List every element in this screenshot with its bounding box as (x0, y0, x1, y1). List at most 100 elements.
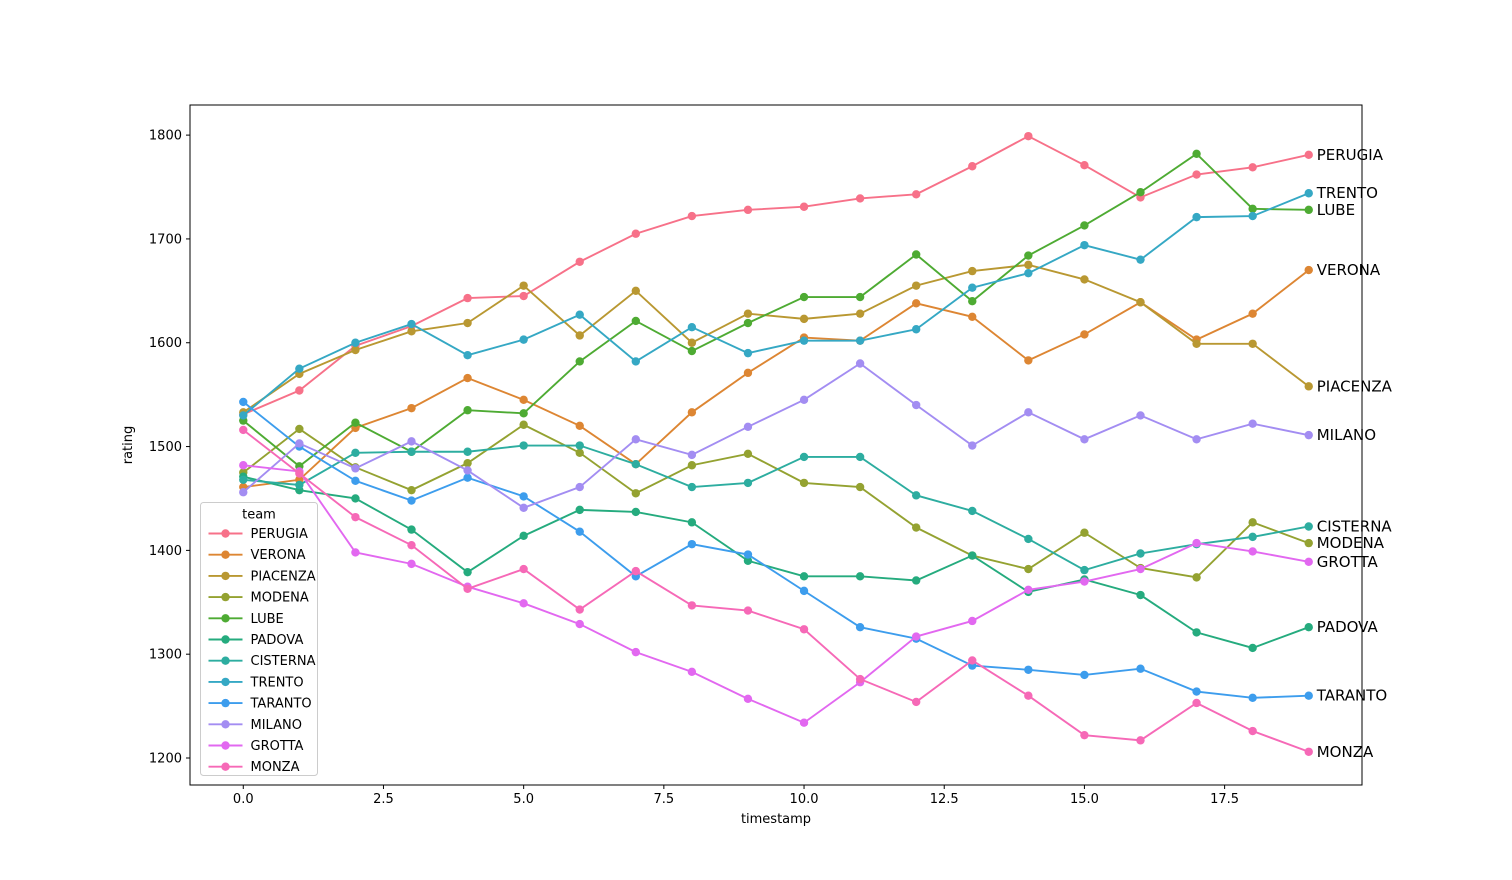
series-marker (519, 291, 528, 301)
series-marker (855, 292, 865, 302)
series-marker (351, 338, 360, 347)
series-marker (968, 283, 977, 292)
series-marker (1248, 163, 1257, 172)
legend-label: PADOVA (251, 633, 304, 648)
series-marker (1192, 212, 1201, 222)
legend-item-perugia: PERUGIA (208, 527, 308, 542)
series-marker (1024, 585, 1033, 595)
legend-label: LUBE (251, 612, 284, 627)
series-marker (575, 331, 584, 340)
series-marker (1304, 622, 1313, 632)
series-marker (1304, 691, 1313, 700)
series-marker (1136, 188, 1145, 197)
series-marker (1304, 430, 1313, 440)
series-marker (463, 567, 472, 577)
series-marker (687, 601, 697, 610)
series-marker (968, 162, 977, 171)
series-marker (463, 373, 472, 383)
series-marker (968, 312, 977, 321)
series-marker (799, 395, 809, 405)
series-marker (968, 656, 977, 665)
legend-swatch-marker (221, 677, 230, 687)
legend-swatch-marker (221, 571, 230, 581)
legend-label: MODENA (251, 591, 309, 606)
series-marker (295, 364, 304, 373)
series-marker (1192, 435, 1201, 444)
series-marker (463, 447, 472, 456)
plot-frame (189, 104, 1363, 786)
series-marker (687, 482, 697, 492)
series-marker (519, 503, 528, 513)
series-marker (799, 452, 809, 462)
series-marker (1080, 730, 1089, 740)
series-line-trento (242, 192, 1310, 417)
series-marker (575, 421, 584, 430)
legend-swatch-marker (221, 720, 230, 729)
series-marker (1024, 691, 1033, 700)
series-cisterna: CISTERNA (239, 441, 1393, 575)
end-label-cisterna: CISTERNA (1317, 517, 1393, 535)
end-label-piacenza: PIACENZA (1317, 377, 1393, 395)
legend-label: MILANO (251, 718, 302, 733)
series-marker (743, 348, 753, 358)
legend-item-padova: PADOVA (208, 633, 304, 648)
series-marker (575, 310, 584, 319)
series-marker (1136, 411, 1145, 420)
legend-item-monza: MONZA (208, 760, 300, 775)
series-marker (1080, 435, 1089, 444)
series-marker (463, 466, 472, 475)
series-marker (799, 292, 809, 302)
series-marker (855, 572, 865, 581)
end-label-trento: TRENTO (1316, 184, 1378, 202)
series-marker (1080, 330, 1089, 339)
series-marker (1248, 211, 1257, 221)
series-marker (519, 420, 528, 429)
series-marker (407, 540, 416, 550)
series-marker (519, 409, 528, 418)
series-marker (463, 318, 472, 328)
series-marker (1080, 528, 1089, 537)
series-marker (799, 478, 809, 488)
series-marker (239, 461, 248, 470)
series-marker (799, 336, 809, 345)
y-tick-label: 1500 (149, 440, 182, 455)
end-label-lube: LUBE (1317, 201, 1355, 219)
end-label-taranto: TARANTO (1316, 687, 1388, 705)
series-marker (968, 551, 977, 560)
series-marker (463, 406, 472, 415)
series-marker (855, 452, 865, 462)
series-line-monza (242, 429, 1310, 753)
series-marker (687, 667, 697, 677)
y-tick-label: 1600 (149, 336, 182, 351)
x-tick-label: 0.0 (233, 792, 254, 807)
series-marker (911, 632, 921, 641)
series-marker (1080, 240, 1089, 250)
series-marker (463, 584, 472, 593)
series-marker (575, 441, 584, 450)
series-marker (968, 506, 977, 516)
series-marker (1192, 573, 1201, 582)
series-marker (631, 286, 641, 296)
series-lube: LUBE (239, 149, 1355, 471)
series-marker (1304, 189, 1313, 198)
series-marker (1024, 268, 1033, 278)
series-marker (1080, 221, 1089, 230)
x-axis-label: timestamp (741, 812, 811, 827)
series-marker (1024, 251, 1033, 260)
series-marker (1024, 408, 1033, 417)
legend-item-lube: LUBE (208, 612, 284, 627)
y-tick-label: 1300 (149, 648, 182, 663)
series-perugia: PERUGIA (239, 131, 1384, 419)
x-tick-label: 7.5 (654, 792, 675, 807)
series-marker (1192, 628, 1201, 637)
series-marker (295, 469, 304, 478)
series-marker (575, 605, 584, 614)
x-tick-label: 12.5 (930, 792, 959, 807)
series-marker (687, 450, 697, 460)
series-marker (1248, 339, 1257, 348)
series-marker (968, 266, 977, 276)
end-label-verona: VERONA (1317, 261, 1381, 279)
series-monza: MONZA (239, 425, 1374, 761)
series-marker (575, 505, 584, 515)
series-marker (911, 190, 921, 199)
